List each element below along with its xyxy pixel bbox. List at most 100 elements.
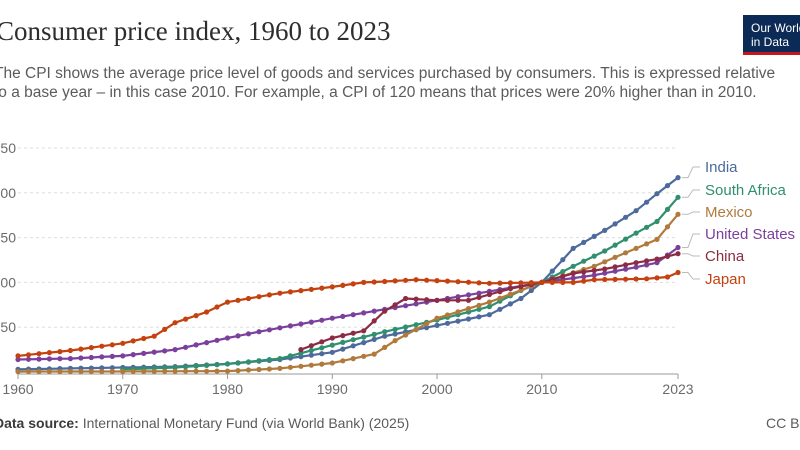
data-point-india: [549, 268, 555, 274]
data-point-mexico: [57, 368, 63, 375]
data-source-label: Data source:: [0, 415, 79, 431]
data-point-china: [644, 258, 650, 264]
x-tick-label-2023: 2023: [662, 381, 693, 397]
data-point-china: [675, 251, 681, 257]
series-line-united-states: [17, 246, 679, 361]
data-point-china: [413, 296, 419, 302]
data-point-mexico: [497, 295, 503, 301]
series-line-india: [17, 176, 679, 371]
data-point-south-africa: [340, 339, 346, 345]
data-point-south-africa: [633, 230, 639, 236]
data-point-united-states: [340, 313, 346, 319]
x-tick-label-1960: 1960: [2, 381, 33, 397]
data-point-japan: [581, 278, 587, 284]
data-point-japan: [612, 276, 618, 282]
data-point-japan: [235, 297, 241, 303]
data-point-united-states: [361, 310, 367, 316]
y-tick-label-100: 100: [0, 274, 16, 290]
data-point-united-states: [130, 352, 136, 358]
data-point-mexico: [329, 360, 335, 366]
data-point-china: [570, 270, 576, 276]
data-point-japan: [528, 280, 534, 286]
owid-logo[interactable]: Our World in Data: [743, 15, 800, 55]
series-south-africa: [120, 194, 681, 372]
data-point-mexico: [675, 211, 681, 217]
y-tick-label-50: 50: [0, 319, 16, 335]
data-point-mexico: [361, 353, 367, 359]
series-india: [15, 175, 681, 372]
data-point-south-africa: [350, 337, 356, 343]
x-tick-label-1990: 1990: [317, 381, 348, 397]
data-point-india: [319, 351, 325, 357]
data-point-mexico: [287, 364, 293, 370]
data-point-japan: [78, 346, 84, 352]
data-point-japan: [633, 276, 639, 282]
data-point-united-states: [256, 329, 262, 335]
data-point-united-states: [172, 347, 178, 353]
data-point-china: [371, 318, 377, 324]
data-point-south-africa: [602, 248, 608, 254]
data-point-china: [308, 343, 314, 349]
data-point-united-states: [465, 292, 472, 298]
data-point-united-states: [214, 337, 220, 343]
data-point-united-states: [308, 319, 314, 325]
data-point-china: [392, 302, 398, 308]
data-point-south-africa: [319, 345, 325, 351]
x-tick-label-1970: 1970: [107, 381, 138, 397]
data-point-japan: [602, 276, 608, 283]
data-point-mexico: [518, 287, 524, 293]
y-axis-ticks: 50 100 150 200 250: [0, 140, 16, 335]
data-point-south-africa: [183, 364, 189, 370]
data-point-south-africa: [308, 347, 314, 354]
data-point-india: [109, 365, 115, 371]
data-point-india: [581, 239, 587, 245]
data-point-india: [424, 325, 430, 331]
data-source-text[interactable]: International Monetary Fund (via World B…: [82, 415, 410, 431]
data-point-india: [371, 336, 377, 342]
data-point-united-states: [654, 260, 660, 266]
data-point-south-africa: [214, 362, 220, 368]
data-point-japan: [507, 280, 513, 286]
x-tick-label-2010: 2010: [526, 381, 557, 397]
data-point-india: [591, 233, 597, 239]
data-point-india: [340, 346, 346, 352]
data-point-united-states: [224, 335, 231, 341]
data-point-mexico: [214, 368, 220, 374]
data-point-india: [507, 301, 513, 307]
data-point-japan: [204, 309, 210, 315]
data-point-united-states: [623, 266, 629, 272]
data-point-united-states: [298, 321, 304, 327]
license[interactable]: CC BY: [766, 415, 800, 431]
data-point-mexico: [162, 368, 168, 374]
data-point-japan: [403, 277, 409, 283]
data-point-mexico: [350, 356, 356, 362]
data-point-japan: [57, 349, 63, 355]
data-point-japan: [434, 278, 440, 284]
data-point-china: [507, 286, 513, 292]
series-japan: [15, 269, 681, 359]
data-point-japan: [329, 284, 335, 290]
data-point-united-states: [46, 356, 53, 362]
data-point-united-states: [193, 342, 199, 348]
data-point-mexico: [612, 254, 618, 260]
data-point-united-states: [36, 356, 42, 362]
data-point-mexico: [424, 321, 430, 327]
data-point-mexico: [340, 358, 346, 364]
data-point-japan: [308, 286, 314, 292]
data-point-china: [612, 264, 618, 270]
data-point-china: [382, 308, 388, 314]
data-point-japan: [46, 350, 53, 356]
data-point-mexico: [99, 368, 105, 375]
data-point-mexico: [308, 362, 314, 368]
x-tick-label-2000: 2000: [421, 381, 452, 397]
data-point-mexico: [204, 368, 210, 374]
data-point-united-states: [151, 349, 157, 355]
data-point-united-states: [15, 356, 21, 363]
data-point-india: [465, 316, 472, 322]
data-point-japan: [141, 335, 147, 342]
data-point-japan: [130, 338, 136, 344]
data-point-south-africa: [193, 363, 199, 369]
data-point-united-states: [57, 356, 63, 362]
data-point-china: [329, 335, 335, 341]
data-point-mexico: [256, 366, 262, 373]
